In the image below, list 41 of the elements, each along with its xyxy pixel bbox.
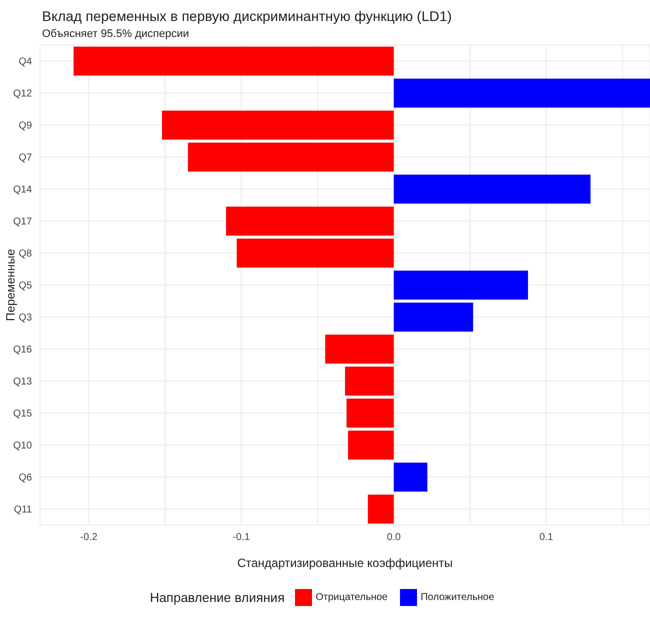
bar <box>394 78 650 108</box>
bar <box>394 302 474 332</box>
y-tick-label: Q12 <box>13 88 32 100</box>
legend-label: Отрицательное <box>316 592 388 603</box>
bar <box>325 334 394 364</box>
bar <box>346 398 394 428</box>
bar <box>74 46 394 76</box>
x-tick-label: -0.2 <box>80 532 98 544</box>
chart-title: Вклад переменных в первую дискриминантную функцию (LD1) <box>42 8 453 24</box>
y-tick-label: Q3 <box>18 312 32 324</box>
bar <box>188 142 394 172</box>
y-axis-title: Переменные <box>3 248 18 322</box>
x-tick-label: 0.0 <box>386 532 402 544</box>
y-tick-label: Q5 <box>18 280 32 292</box>
bar <box>162 110 394 140</box>
x-axis-title: Стандартизированные коэффициенты <box>237 556 453 570</box>
y-tick-label: Q6 <box>18 472 32 484</box>
y-tick-label: Q17 <box>13 216 32 228</box>
chart-subtitle: Объясняет 95.5% дисперсии <box>42 28 190 40</box>
y-tick-label: Q10 <box>13 440 32 452</box>
bar <box>226 206 394 236</box>
bar <box>348 430 394 460</box>
bar <box>394 174 591 204</box>
y-tick-label: Q15 <box>13 408 32 420</box>
legend-title: Направление влияния <box>150 590 285 605</box>
bar <box>236 238 394 268</box>
y-tick-label: Q8 <box>18 248 32 260</box>
x-tick-label: -0.1 <box>232 532 250 544</box>
x-tick-label: 0.1 <box>539 532 554 544</box>
bar <box>394 462 428 492</box>
bar <box>368 494 394 524</box>
y-tick-label: Q9 <box>18 120 32 132</box>
bar <box>394 270 528 300</box>
legend-label: Положительное <box>420 592 494 603</box>
y-tick-label: Q11 <box>14 504 32 516</box>
bar <box>345 366 394 396</box>
y-tick-label: Q7 <box>18 152 32 164</box>
y-tick-label: Q13 <box>13 376 32 388</box>
y-tick-label: Q14 <box>13 184 32 196</box>
y-tick-label: Q16 <box>13 344 32 356</box>
y-tick-label: Q4 <box>18 56 32 68</box>
